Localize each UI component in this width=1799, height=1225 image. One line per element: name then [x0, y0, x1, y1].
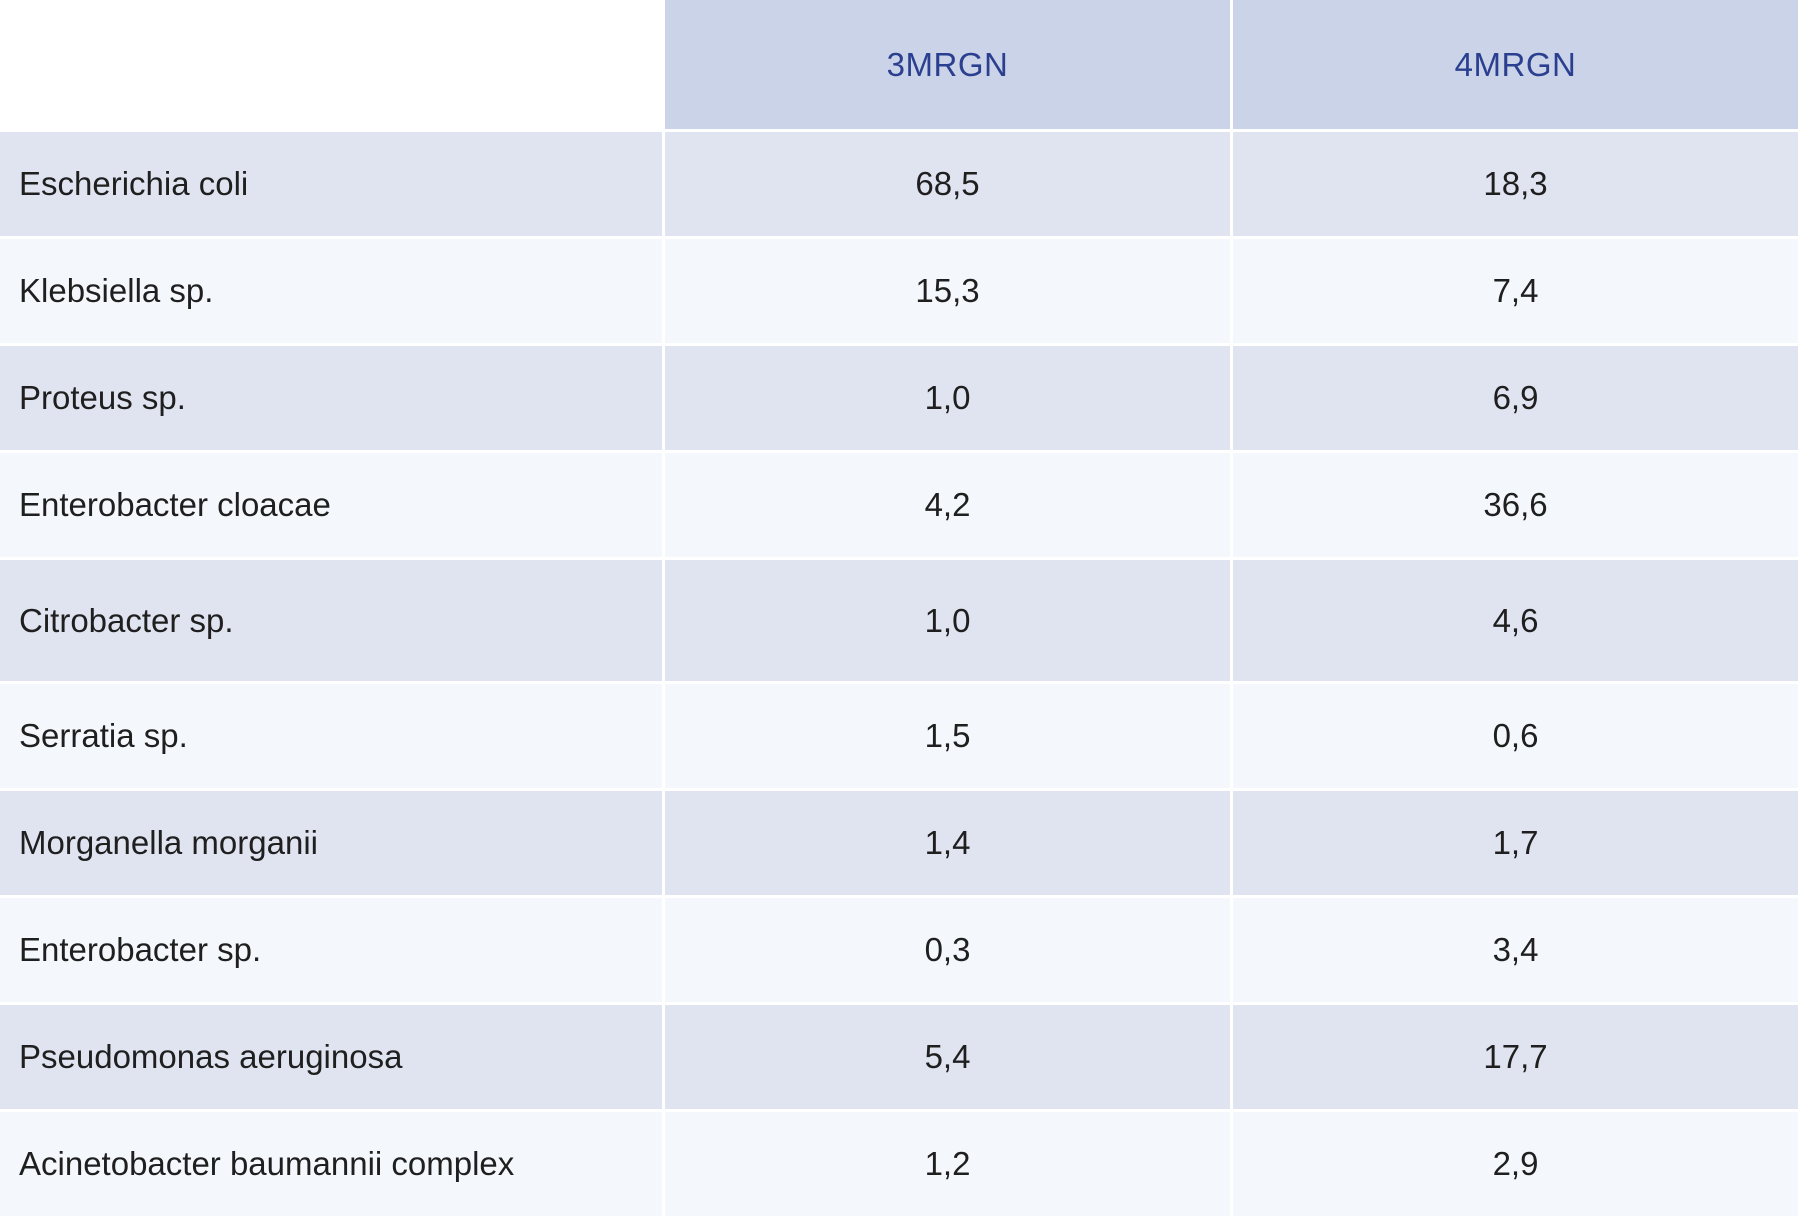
value-3mrgn: 68,5 [665, 132, 1230, 236]
value-4mrgn: 18,3 [1233, 132, 1798, 236]
value-4mrgn: 17,7 [1233, 1005, 1798, 1109]
value-4mrgn: 7,4 [1233, 239, 1798, 343]
value-4mrgn: 36,6 [1233, 453, 1798, 557]
table-row: Proteus sp. 1,0 6,9 [0, 346, 1799, 450]
table-row: Morganella morganii 1,4 1,7 [0, 791, 1799, 895]
value-3mrgn: 1,0 [665, 346, 1230, 450]
value-3mrgn: 1,0 [665, 560, 1230, 681]
organism-name: Enterobacter cloacae [0, 453, 662, 557]
value-3mrgn: 0,3 [665, 898, 1230, 1002]
table-row: Klebsiella sp. 15,3 7,4 [0, 239, 1799, 343]
organism-name: Klebsiella sp. [0, 239, 662, 343]
value-3mrgn: 1,5 [665, 684, 1230, 788]
column-header-3mrgn: 3MRGN [665, 0, 1230, 129]
column-header-4mrgn: 4MRGN [1233, 0, 1798, 129]
organism-name: Acinetobacter baumannii complex [0, 1112, 662, 1216]
table-header-row: 3MRGN 4MRGN [0, 0, 1799, 129]
organism-name: Escherichia coli [0, 132, 662, 236]
organism-name: Pseudomonas aeruginosa [0, 1005, 662, 1109]
value-3mrgn: 15,3 [665, 239, 1230, 343]
organism-name: Morganella morganii [0, 791, 662, 895]
organism-name: Citrobacter sp. [0, 560, 662, 681]
organism-name: Serratia sp. [0, 684, 662, 788]
organism-name: Enterobacter sp. [0, 898, 662, 1002]
value-4mrgn: 0,6 [1233, 684, 1798, 788]
value-4mrgn: 6,9 [1233, 346, 1798, 450]
value-4mrgn: 4,6 [1233, 560, 1798, 681]
value-4mrgn: 1,7 [1233, 791, 1798, 895]
table-row: Serratia sp. 1,5 0,6 [0, 684, 1799, 788]
value-3mrgn: 4,2 [665, 453, 1230, 557]
table-row: Citrobacter sp. 1,0 4,6 [0, 560, 1799, 681]
table-row: Acinetobacter baumannii complex 1,2 2,9 [0, 1112, 1799, 1216]
value-4mrgn: 2,9 [1233, 1112, 1798, 1216]
value-3mrgn: 1,2 [665, 1112, 1230, 1216]
value-3mrgn: 1,4 [665, 791, 1230, 895]
value-3mrgn: 5,4 [665, 1005, 1230, 1109]
table-row: Enterobacter cloacae 4,2 36,6 [0, 453, 1799, 557]
table-row: Pseudomonas aeruginosa 5,4 17,7 [0, 1005, 1799, 1109]
organism-name: Proteus sp. [0, 346, 662, 450]
table-row: Enterobacter sp. 0,3 3,4 [0, 898, 1799, 1002]
value-4mrgn: 3,4 [1233, 898, 1798, 1002]
header-blank-cell [0, 0, 662, 129]
table-row: Escherichia coli 68,5 18,3 [0, 132, 1799, 236]
